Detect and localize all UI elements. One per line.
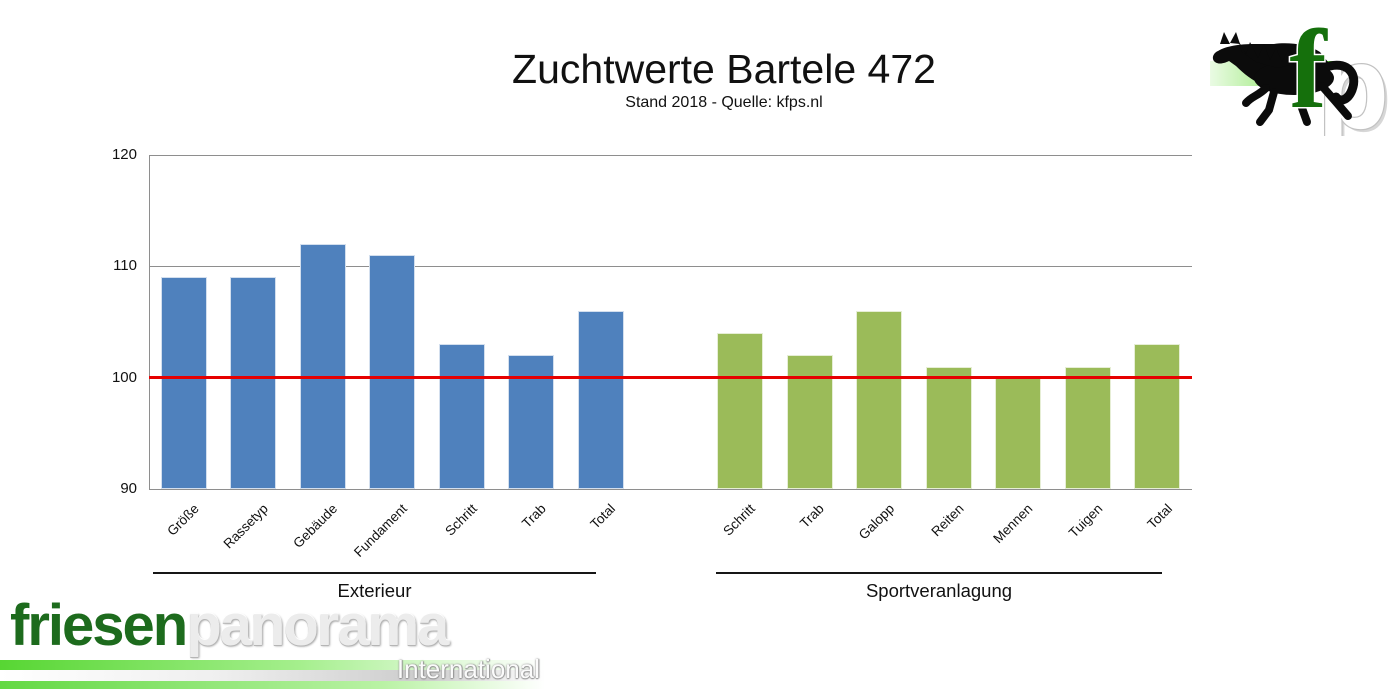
footer-band-stripe-green-top [0,660,545,670]
x-label: Größe [163,501,202,539]
x-label: Trab [519,501,550,531]
bar-exterieur-schritt [438,344,485,489]
footer-tagline: International [396,654,540,684]
fp-logo-f: f [1289,8,1328,132]
x-label: Galopp [855,501,897,543]
bar-sportveranlagung-galopp [856,310,903,489]
y-tick-label: 110 [113,257,137,275]
bar-exterieur-größe [160,277,207,489]
friesenpanorama-logo: friesenpanorama International [0,596,600,700]
x-label: Trab [797,501,828,531]
footer-logo-wordmark: friesenpanorama [10,593,449,658]
footer-band [0,660,545,689]
x-label: Schritt [441,501,480,539]
chart-subtitle: Stand 2018 - Quelle: kfps.nl [625,94,823,111]
bar-exterieur-total [577,310,624,489]
bar-exterieur-gebäude [299,244,346,489]
footer-band-stripe-green-bottom [0,681,545,689]
x-label: Reiten [928,501,967,540]
bar-sportveranlagung-reiten [925,366,972,489]
group-label-sportveranlagung: Sportveranlagung [865,580,1013,601]
gridline-120 [149,155,1192,156]
x-label: Tuigen [1065,501,1106,541]
gridline-90 [149,489,1192,490]
x-label: Total [1144,501,1175,532]
fp-logo: p p f [1210,7,1392,136]
x-label: Total [587,501,619,532]
reference-line-100 [149,376,1192,380]
x-label: Schritt [719,501,758,539]
x-label: Rassetyp [220,501,271,552]
bar-sportveranlagung-schritt [717,333,764,489]
bar-exterieur-rassetyp [230,277,277,489]
y-tick-label: 120 [111,146,137,163]
gridline-110 [149,266,1192,268]
bar-sportveranlagung-total [1134,344,1181,489]
group-underline-sportveranlagung [716,572,1162,574]
footer-logo-panorama: panorama [186,593,449,658]
y-tick-label: 100 [111,368,137,386]
group-label-exterieur: Exterieur [337,580,412,601]
footer-band-stripe-gray [0,670,545,681]
bar-exterieur-fundament [369,255,416,489]
bar-sportveranlagung-tuigen [1064,366,1111,489]
x-label: Mennen [990,501,1036,547]
x-label: Gebäude [290,501,341,551]
horse-icon [1212,32,1359,126]
y-axis-line [149,155,150,489]
group-underline-exterieur [153,572,596,574]
x-label: Fundament [351,501,410,560]
bar-sportveranlagung-mennen [995,377,1042,489]
footer-logo-friesen: friesen [10,593,188,658]
chart-title: Zuchtwerte Bartele 472 [512,46,936,92]
y-tick-label: 90 [120,480,137,497]
